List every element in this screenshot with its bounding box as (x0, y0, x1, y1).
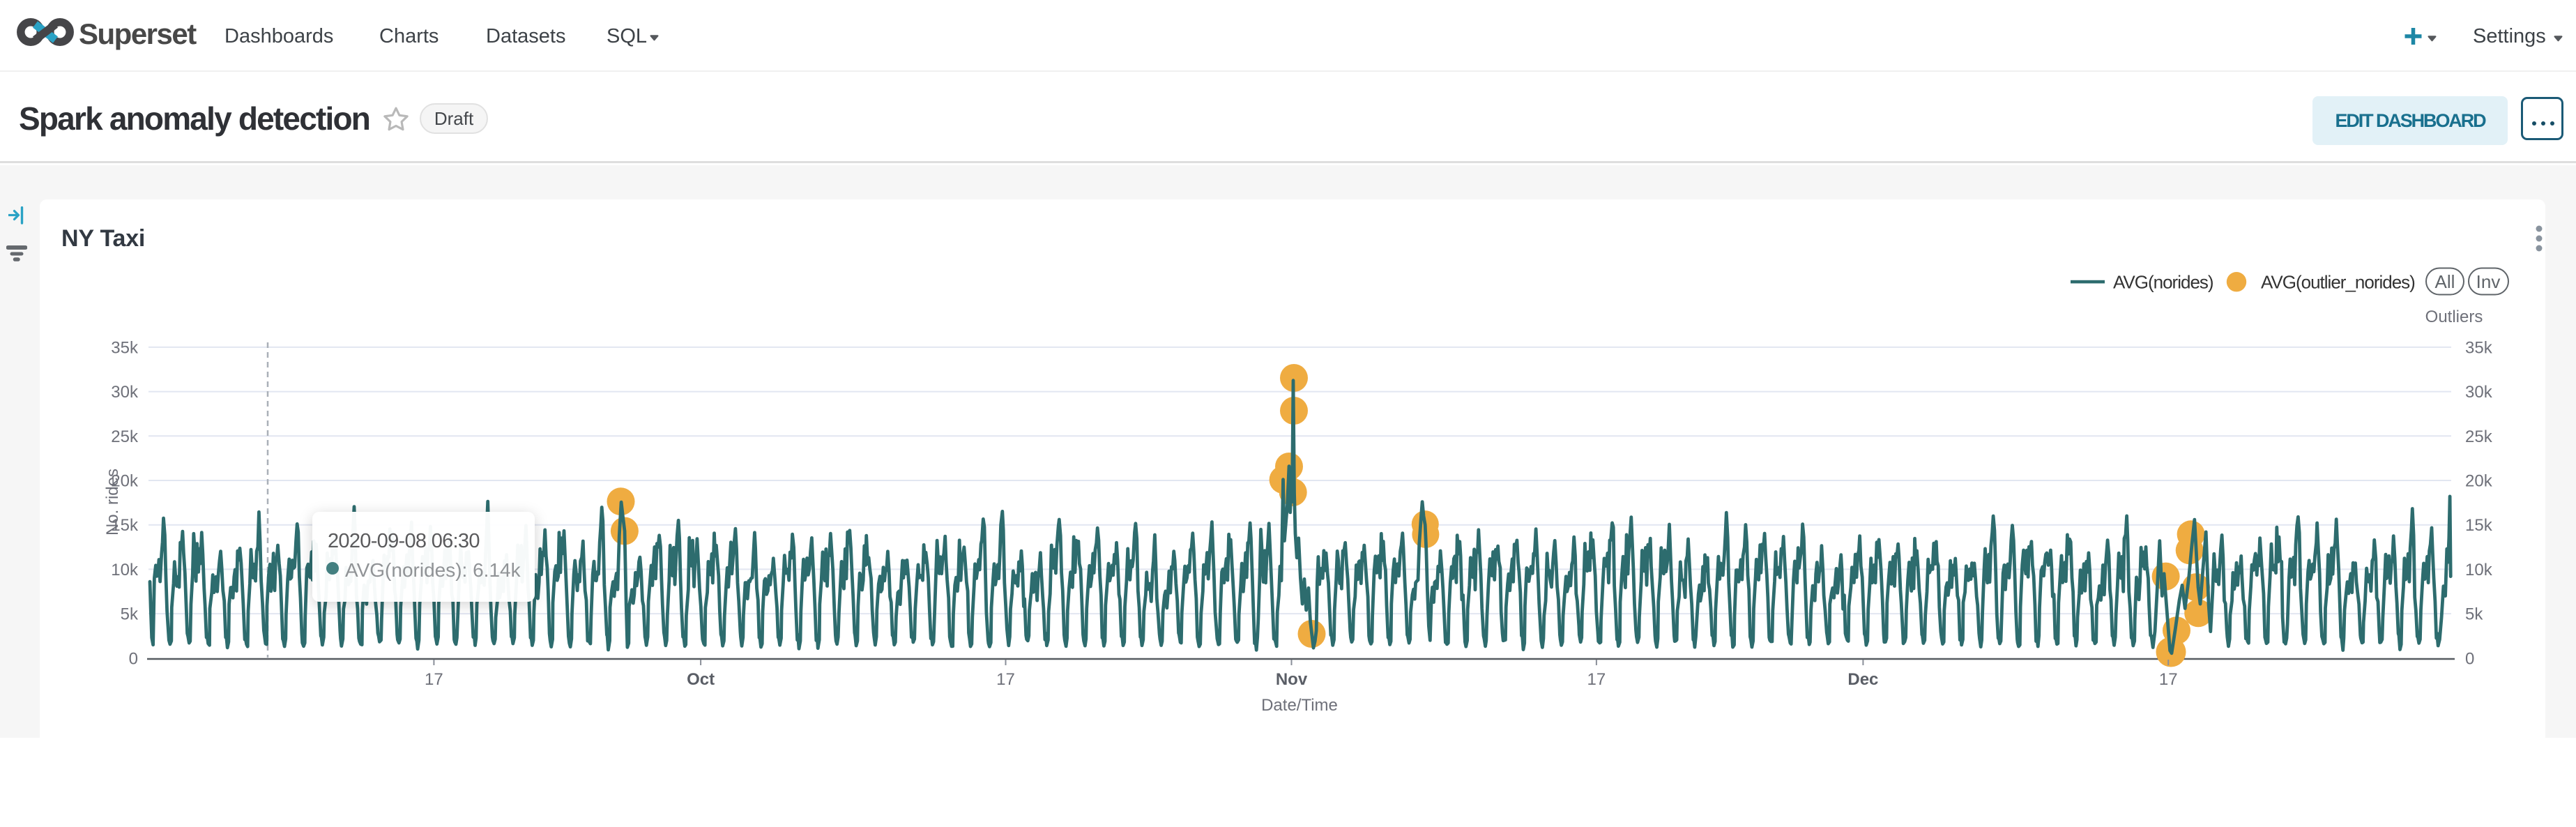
svg-text:30k: 30k (111, 383, 139, 402)
svg-text:10k: 10k (2465, 561, 2493, 579)
svg-text:Outliers: Outliers (2425, 308, 2483, 326)
svg-text:No. rides: No. rides (103, 469, 122, 536)
svg-text:17: 17 (2159, 670, 2178, 689)
svg-text:Date/Time: Date/Time (1261, 696, 1338, 715)
svg-text:15k: 15k (2465, 516, 2493, 535)
svg-text:15k: 15k (111, 516, 139, 535)
svg-text:10k: 10k (111, 561, 139, 579)
svg-text:30k: 30k (2465, 383, 2493, 402)
svg-text:17: 17 (1587, 670, 1606, 689)
svg-text:Nov: Nov (1276, 670, 1308, 689)
svg-text:AVG(norides): AVG(norides) (2113, 272, 2213, 293)
svg-text:Inv: Inv (2476, 271, 2501, 292)
svg-text:35k: 35k (2465, 338, 2493, 357)
svg-text:0: 0 (2465, 649, 2474, 668)
svg-text:0: 0 (129, 649, 138, 668)
svg-text:AVG(outlier_norides): AVG(outlier_norides) (2261, 272, 2415, 293)
svg-text:17: 17 (996, 670, 1015, 689)
svg-text:25k: 25k (2465, 427, 2493, 446)
svg-text:All: All (2435, 271, 2455, 292)
svg-text:5k: 5k (121, 605, 139, 624)
svg-text:25k: 25k (111, 427, 139, 446)
svg-text:5k: 5k (2465, 605, 2483, 624)
svg-text:Dec: Dec (1847, 670, 1878, 689)
svg-text:20k: 20k (2465, 472, 2493, 491)
svg-text:20k: 20k (111, 472, 139, 491)
svg-text:17: 17 (425, 670, 443, 689)
svg-text:Oct: Oct (687, 670, 715, 689)
svg-text:35k: 35k (111, 338, 139, 357)
